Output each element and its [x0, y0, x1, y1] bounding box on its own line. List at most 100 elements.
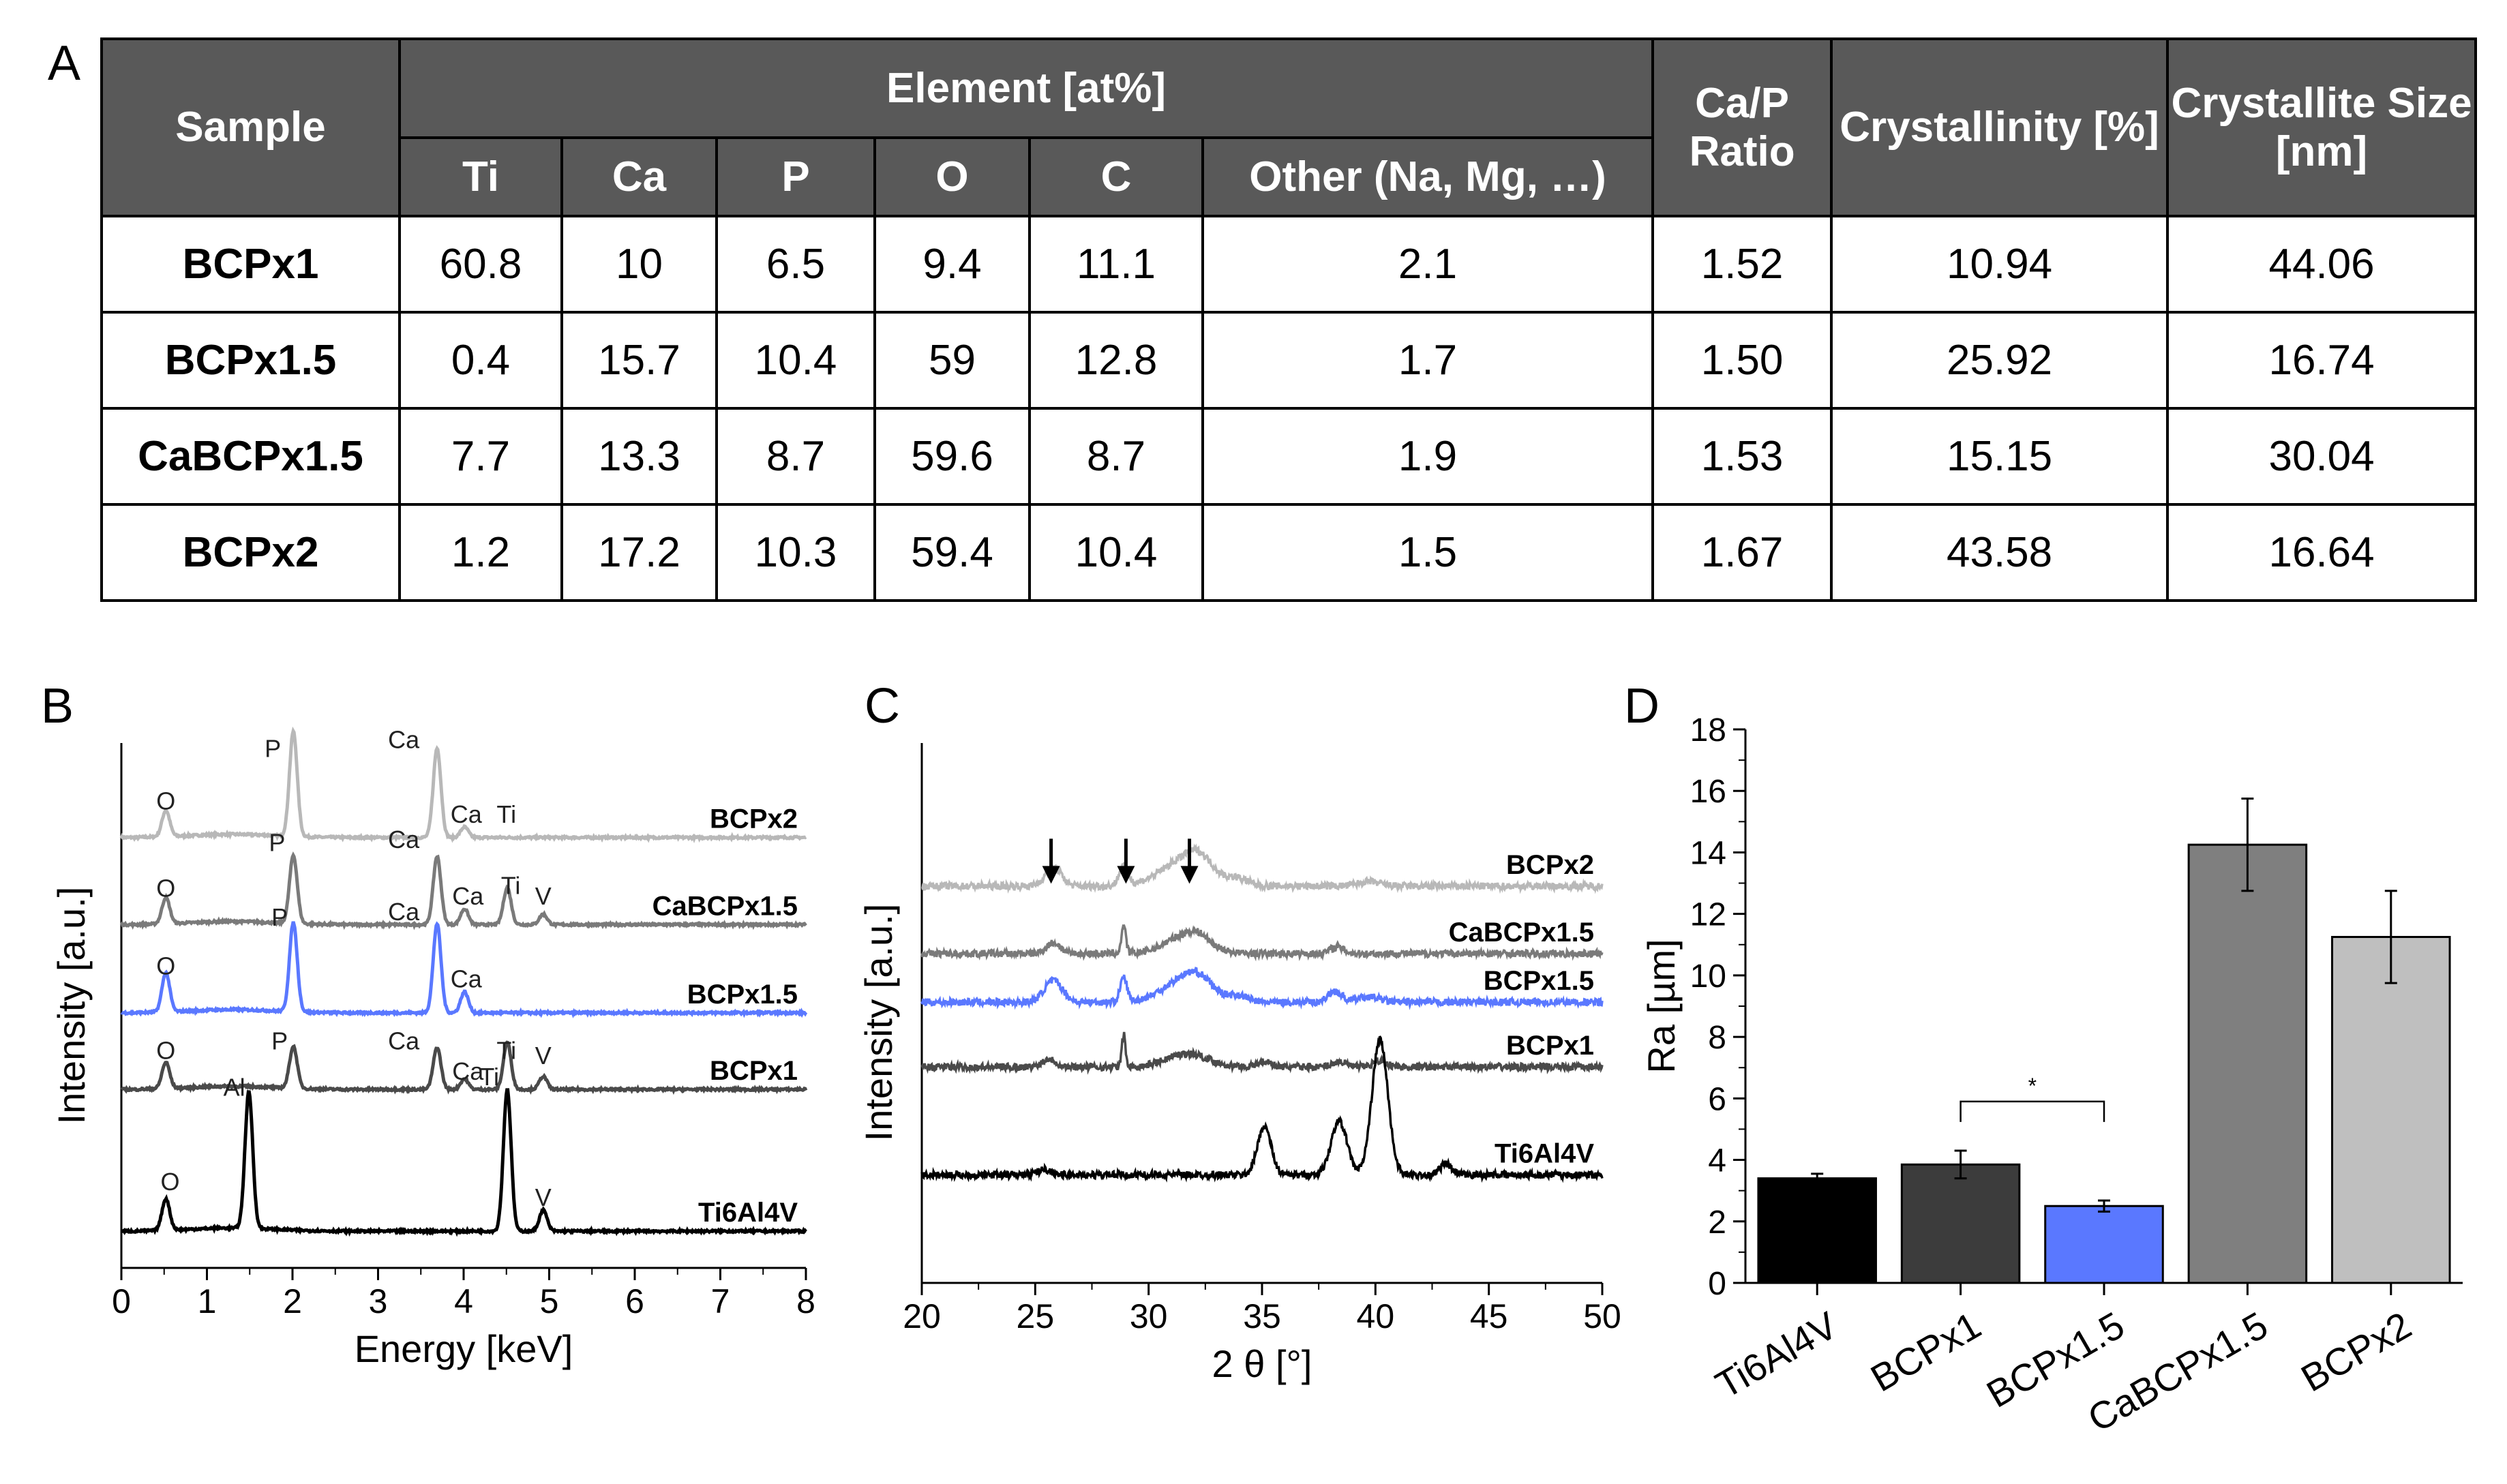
- panel-letter-a: A: [48, 36, 81, 91]
- chart-b-x-tick-label: 8: [796, 1282, 815, 1320]
- chart-d-significance-label: *: [2028, 1074, 2037, 1098]
- chart-c-arrow-head: [1117, 866, 1135, 884]
- table-cell: 43.58: [1830, 503, 2170, 602]
- table-cell: 60.8: [398, 215, 563, 314]
- table-cell: 10: [560, 215, 718, 314]
- chart-b-series-CaBCPx1.5: [119, 851, 807, 930]
- chart-d-bar-BCPx1: [1900, 1163, 2021, 1284]
- table-row: BCPx1.5 0.4 15.7 10.4 59 12.8 1.7 1.50 2…: [100, 311, 2478, 410]
- table-cell: 13.3: [560, 407, 718, 506]
- table-cell: 1.2: [398, 503, 563, 602]
- chart-d-bar-BCPx1.5: [2044, 1205, 2164, 1284]
- chart-c-series-label: Ti6Al4V: [1495, 1139, 1594, 1169]
- header-element: Element [at%]: [397, 37, 1655, 139]
- header-ca-p-ratio: Ca/P Ratio: [1651, 37, 1833, 217]
- chart-b-peak-label: Ti: [501, 872, 521, 900]
- chart-c-series-CaBCPx1.5: [920, 924, 1604, 962]
- chart-b-peak-label: O: [156, 787, 175, 815]
- table-cell: 1.5: [1201, 503, 1655, 602]
- chart-b-series-label: Ti6Al4V: [698, 1198, 798, 1228]
- chart-c-series-BCPx1: [920, 1031, 1604, 1075]
- table-cell: 25.92: [1830, 311, 2170, 410]
- header-crystallite-size: Crystallite Size [nm]: [2166, 37, 2478, 217]
- chart-b-peak-label: O: [156, 952, 175, 980]
- table-cell: 17.2: [560, 503, 718, 602]
- header-other: Other (Na, Mg, …): [1201, 136, 1655, 217]
- chart-c-series-label: BCPx2: [1506, 850, 1594, 880]
- table-cell: 15.15: [1830, 407, 2170, 506]
- chart-b-peak-label: Ca: [388, 726, 420, 754]
- chart-b-peak-label: Al: [224, 1073, 245, 1101]
- chart-b-series-label: BCPx1.5: [687, 980, 798, 1010]
- chart-b-x-tick-label: 0: [112, 1282, 131, 1320]
- chart-d-y-tick-label: 8: [1708, 1020, 1726, 1056]
- chart-d-bar-CaBCPx1.5: [2187, 843, 2308, 1284]
- header-ti: Ti: [398, 136, 563, 217]
- chart-b-y-label: Intensity [a.u.]: [50, 887, 93, 1125]
- chart-b-peak-label: O: [161, 1168, 180, 1196]
- chart-b-peak-label: P: [271, 1027, 288, 1055]
- table-cell: 1.53: [1651, 407, 1833, 506]
- table-cell: 10.4: [1028, 503, 1204, 602]
- chart-d-y-label: Ra [µm]: [1640, 939, 1683, 1073]
- chart-c-x-tick-label: 35: [1243, 1297, 1281, 1335]
- chart-b-peak-label: O: [156, 1036, 175, 1064]
- chart-b-peak-label: V: [535, 882, 552, 910]
- chart-b-peak-label: Ca: [451, 800, 483, 828]
- chart-b-series-Ti6Al4V: [121, 1088, 807, 1237]
- chart-b-x-tick-label: 7: [711, 1282, 730, 1320]
- sample-cell: BCPx1: [100, 215, 401, 314]
- chart-b-peak-label: Ti: [496, 800, 516, 828]
- sample-cell: CaBCPx1.5: [100, 407, 401, 506]
- panel-letter-d: D: [1624, 679, 1660, 733]
- chart-d-significance-bracket: [1960, 1100, 2105, 1122]
- header-c: C: [1028, 136, 1204, 217]
- chart-c-series-Ti6Al4V: [920, 1035, 1604, 1183]
- chart-c-x-tick-label: 20: [903, 1297, 941, 1335]
- table-cell: 59.4: [873, 503, 1031, 602]
- chart-b-peak-label: Ca: [452, 1057, 484, 1085]
- chart-c-x-tick-label: 50: [1583, 1297, 1621, 1335]
- table-cell: 16.64: [2166, 503, 2478, 602]
- table-cell: 16.74: [2166, 311, 2478, 410]
- chart-b-peak-label: Ca: [388, 898, 420, 926]
- table-row: BCPx2 1.2 17.2 10.3 59.4 10.4 1.5 1.67 4…: [100, 503, 2478, 602]
- chart-b-peak-label: V: [535, 1042, 552, 1070]
- chart-d-y-tick-label: 4: [1708, 1143, 1726, 1179]
- chart-b-peak-label: Ti: [479, 1063, 499, 1091]
- table-row: BCPx1 60.8 10 6.5 9.4 11.1 2.1 1.52 10.9…: [100, 215, 2478, 314]
- table-cell: 1.9: [1201, 407, 1655, 506]
- chart-c-series-label: BCPx1.5: [1484, 966, 1594, 996]
- sample-cell: BCPx1.5: [100, 311, 401, 410]
- panel-letter-c: C: [865, 679, 900, 733]
- chart-b-peak-label: P: [265, 735, 281, 763]
- chart-c-arrow-head: [1180, 866, 1199, 884]
- header-p: P: [715, 136, 876, 217]
- chart-b-series-label: BCPx1: [710, 1056, 798, 1086]
- table-cell: 10.94: [1830, 215, 2170, 314]
- chart-b-peak-label: Ca: [452, 882, 484, 910]
- chart-c-x-tick-label: 30: [1130, 1297, 1168, 1335]
- table-cell: 8.7: [715, 407, 876, 506]
- table-cell: 30.04: [2166, 407, 2478, 506]
- chart-b-peak-label: Ca: [451, 965, 483, 993]
- chart-d-y-tick-label: 16: [1690, 774, 1726, 810]
- chart-b-peak-label: Ca: [388, 826, 420, 853]
- chart-b-x-tick-label: 6: [625, 1282, 644, 1320]
- chart-b-series-BCPx1.5: [120, 921, 808, 1018]
- header-o: O: [873, 136, 1031, 217]
- chart-d-y-tick-label: 10: [1690, 958, 1726, 995]
- table-row: CaBCPx1.5 7.7 13.3 8.7 59.6 8.7 1.9 1.53…: [100, 407, 2478, 506]
- chart-b-x-tick-label: 3: [369, 1282, 388, 1320]
- chart-b-x-tick-label: 4: [454, 1282, 473, 1320]
- chart-c-series-label: BCPx1: [1506, 1031, 1594, 1061]
- chart-b-peak-label: Ca: [388, 1027, 420, 1055]
- table-cell: 12.8: [1028, 311, 1204, 410]
- table-cell: 1.67: [1651, 503, 1833, 602]
- chart-b-series-label: CaBCPx1.5: [652, 891, 798, 921]
- chart-b-series-BCPx1: [120, 1040, 808, 1095]
- table-cell: 44.06: [2166, 215, 2478, 314]
- chart-d-y-tick-label: 14: [1690, 835, 1726, 871]
- table-cell: 9.4: [873, 215, 1031, 314]
- chart-b-peak-label: Ti: [496, 1036, 516, 1064]
